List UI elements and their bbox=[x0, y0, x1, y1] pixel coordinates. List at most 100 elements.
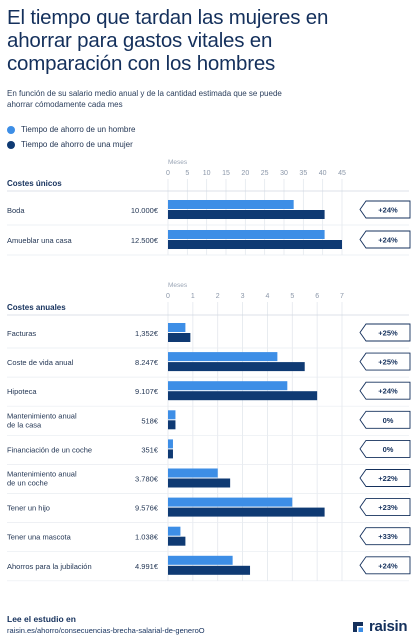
difference-badge bbox=[359, 439, 411, 458]
difference-badge bbox=[359, 352, 411, 371]
raisin-logo-icon bbox=[353, 621, 363, 632]
bar-women bbox=[168, 240, 342, 249]
tick-label: 2 bbox=[216, 293, 220, 300]
row-label: Tener un hijo bbox=[7, 504, 50, 513]
difference-label: +24% bbox=[378, 561, 398, 570]
tick-label: 5 bbox=[290, 293, 294, 300]
difference-badge bbox=[359, 323, 411, 342]
study-link[interactable]: raisin.es/ahorro/consecuencias-brecha-sa… bbox=[7, 626, 205, 635]
row-label: Financiación de un coche bbox=[7, 445, 92, 454]
tick-label: 0 bbox=[166, 293, 170, 300]
row-label: Tener una mascota bbox=[7, 533, 72, 542]
legend-label-men: Tiempo de ahorro de un hombre bbox=[21, 124, 136, 134]
bar-women bbox=[168, 507, 325, 517]
row-label: Boda bbox=[7, 206, 25, 215]
row-amount: 9.576€ bbox=[135, 504, 159, 513]
tick-label: 15 bbox=[222, 170, 230, 177]
difference-label: +22% bbox=[378, 474, 398, 483]
row-amount: 8.247€ bbox=[135, 358, 159, 367]
row-label: de la casa bbox=[7, 420, 42, 429]
row-label: de un coche bbox=[7, 479, 48, 488]
tick-label: 3 bbox=[241, 293, 245, 300]
legend-dot-women bbox=[7, 140, 15, 149]
difference-label: +33% bbox=[378, 532, 398, 541]
tick-label: 1 bbox=[191, 293, 195, 300]
row-amount: 351€ bbox=[141, 445, 159, 454]
difference-badge bbox=[359, 527, 411, 546]
row-amount: 1,352€ bbox=[135, 329, 159, 338]
difference-badge bbox=[359, 230, 411, 249]
row-amount: 1.038€ bbox=[135, 533, 159, 542]
row-amount: 9.107€ bbox=[135, 387, 159, 396]
tick-label: 20 bbox=[241, 170, 249, 177]
difference-label: +24% bbox=[378, 206, 398, 215]
bar-men bbox=[168, 439, 173, 449]
difference-label: +23% bbox=[378, 503, 398, 512]
difference-label: +25% bbox=[378, 329, 398, 338]
row-amount: 4.991€ bbox=[135, 562, 159, 571]
axis-label: Meses bbox=[168, 159, 188, 166]
row-label: Mantenimiento anual bbox=[7, 470, 77, 479]
row-amount: 12.500€ bbox=[131, 236, 159, 245]
difference-badge bbox=[359, 498, 411, 517]
tick-label: 7 bbox=[340, 293, 344, 300]
axis-label: Meses bbox=[168, 282, 188, 289]
tick-label: 40 bbox=[319, 170, 327, 177]
bar-women bbox=[168, 449, 173, 459]
row-amount: 518€ bbox=[141, 416, 159, 425]
row-label: Ahorros para la jubilación bbox=[7, 562, 92, 571]
legend-item-women: Tiempo de ahorro de una mujer bbox=[7, 137, 135, 152]
tick-label: 0 bbox=[166, 170, 170, 177]
page-title: El tiempo que tardan las mujeres en ahor… bbox=[7, 6, 329, 75]
tick-label: 25 bbox=[261, 170, 269, 177]
difference-badge bbox=[359, 381, 411, 400]
bar-men bbox=[168, 410, 176, 420]
tick-label: 5 bbox=[185, 170, 189, 177]
bar-women bbox=[168, 478, 231, 488]
difference-badge bbox=[359, 469, 411, 487]
raisin-logo: raisin bbox=[350, 618, 408, 635]
legend-dot-men bbox=[7, 125, 15, 134]
tick-label: 30 bbox=[280, 170, 288, 177]
tick-label: 45 bbox=[338, 170, 346, 177]
row-label: Amueblar una casa bbox=[7, 236, 72, 245]
row-label: Mantenimiento anual bbox=[7, 411, 77, 420]
tick-label: 6 bbox=[315, 293, 319, 300]
bar-men bbox=[168, 230, 325, 239]
tick-label: 10 bbox=[203, 170, 211, 177]
bar-men bbox=[168, 497, 293, 507]
tick-label: 35 bbox=[299, 170, 307, 177]
chart-legend: Tiempo de ahorro de un hombre Tiempo de … bbox=[7, 122, 135, 152]
bar-women bbox=[168, 210, 325, 219]
bar-men bbox=[168, 323, 186, 332]
legend-item-men: Tiempo de ahorro de un hombre bbox=[7, 122, 135, 137]
difference-badge bbox=[359, 556, 411, 575]
tick-label: 4 bbox=[265, 293, 269, 300]
row-label: Coste de vida anual bbox=[7, 358, 74, 367]
bar-men bbox=[168, 468, 218, 478]
row-label: Hipoteca bbox=[7, 387, 37, 396]
difference-label: +24% bbox=[378, 387, 398, 396]
legend-label-women: Tiempo de ahorro de una mujer bbox=[21, 139, 133, 149]
bar-women bbox=[168, 420, 176, 430]
bar-women bbox=[168, 333, 191, 342]
page-subtitle: En función de su salario medio anual y d… bbox=[7, 89, 282, 109]
section-title: Costes anuales bbox=[7, 303, 66, 312]
bar-men bbox=[168, 555, 233, 565]
difference-badge bbox=[359, 410, 411, 429]
row-amount: 10.000€ bbox=[131, 206, 159, 215]
footer-title: Lee el estudio en bbox=[7, 614, 76, 624]
difference-badge bbox=[359, 200, 411, 219]
difference-label: 0% bbox=[383, 416, 394, 425]
bar-men bbox=[168, 352, 278, 362]
difference-label: 0% bbox=[383, 445, 394, 454]
bar-men bbox=[168, 200, 294, 209]
difference-label: +25% bbox=[378, 358, 398, 367]
difference-label: +24% bbox=[378, 236, 398, 245]
bar-women bbox=[168, 362, 305, 372]
section-title: Costes únicos bbox=[7, 179, 62, 188]
bar-men bbox=[168, 526, 181, 536]
row-amount: 3.780€ bbox=[135, 475, 159, 484]
